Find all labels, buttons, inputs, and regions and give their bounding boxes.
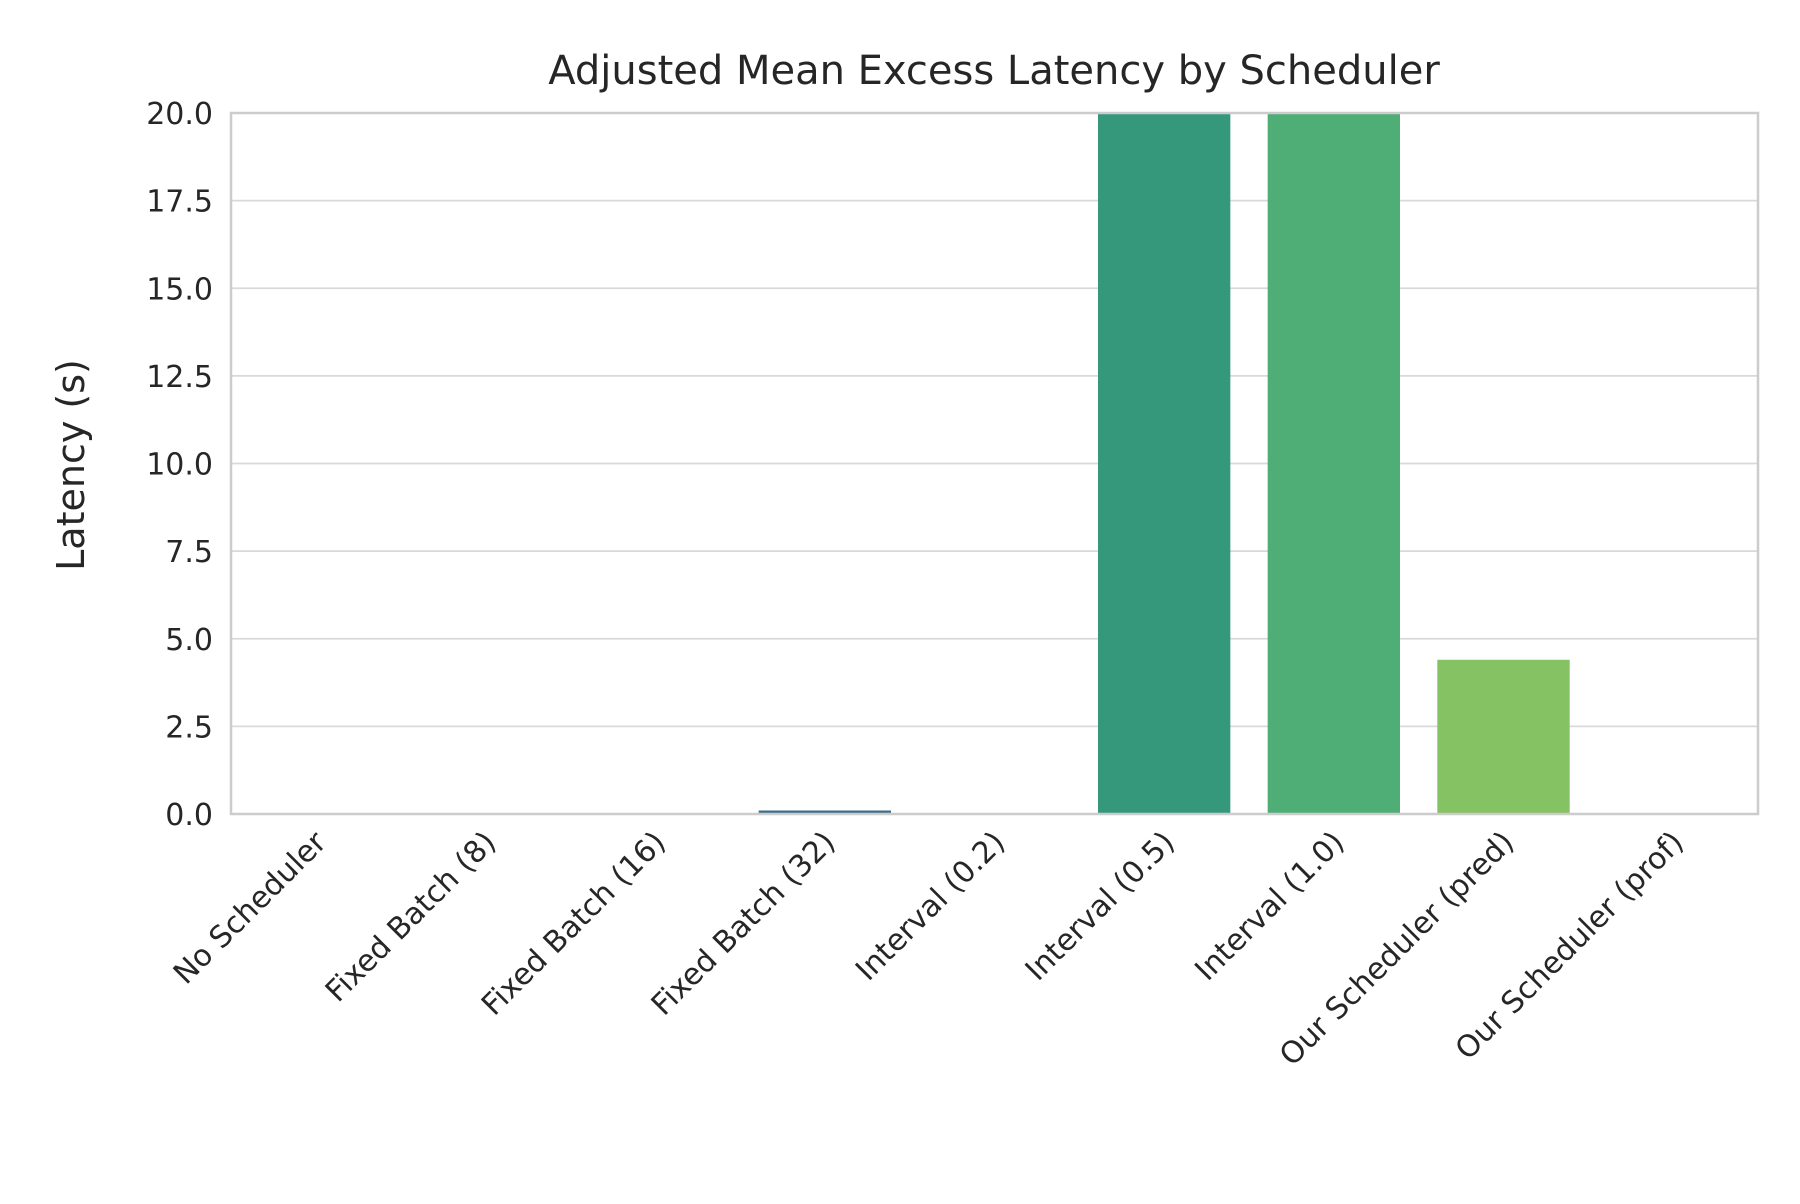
y-tick-label: 10.0 [146,448,213,483]
chart-title: Adjusted Mean Excess Latency by Schedule… [548,48,1440,94]
x-tick-label: Interval (1.0) [1188,825,1351,988]
y-tick-label: 12.5 [146,360,213,395]
bar [1267,113,1401,814]
bar [1437,659,1570,814]
x-tick-label: Interval (0.2) [849,825,1012,988]
bar [758,810,892,814]
x-tick-label: Interval (0.5) [1019,825,1182,988]
y-tick-label: 5.0 [165,623,213,658]
y-tick-label: 20.0 [146,97,213,132]
y-tick-label: 7.5 [165,535,213,570]
y-tick-label: 2.5 [165,710,213,745]
y-tick-label: 17.5 [146,185,213,220]
plot-frame [229,111,1760,816]
y-tick-labels: 0.0 2.5 5.0 7.5 10.0 12.5 15.0 17.5 20.0 [146,97,213,833]
y-tick-label: 15.0 [146,272,213,307]
bars [758,113,1570,814]
y-axis-label: Latency (s) [49,359,93,571]
y-tick-label: 0.0 [165,798,213,833]
x-tick-label: Fixed Batch (32) [645,825,843,1023]
x-tick-label: Fixed Batch (16) [475,825,673,1023]
x-tick-label: Fixed Batch (8) [319,825,503,1009]
x-tick-label: No Scheduler [167,824,334,991]
bar [1097,113,1231,814]
